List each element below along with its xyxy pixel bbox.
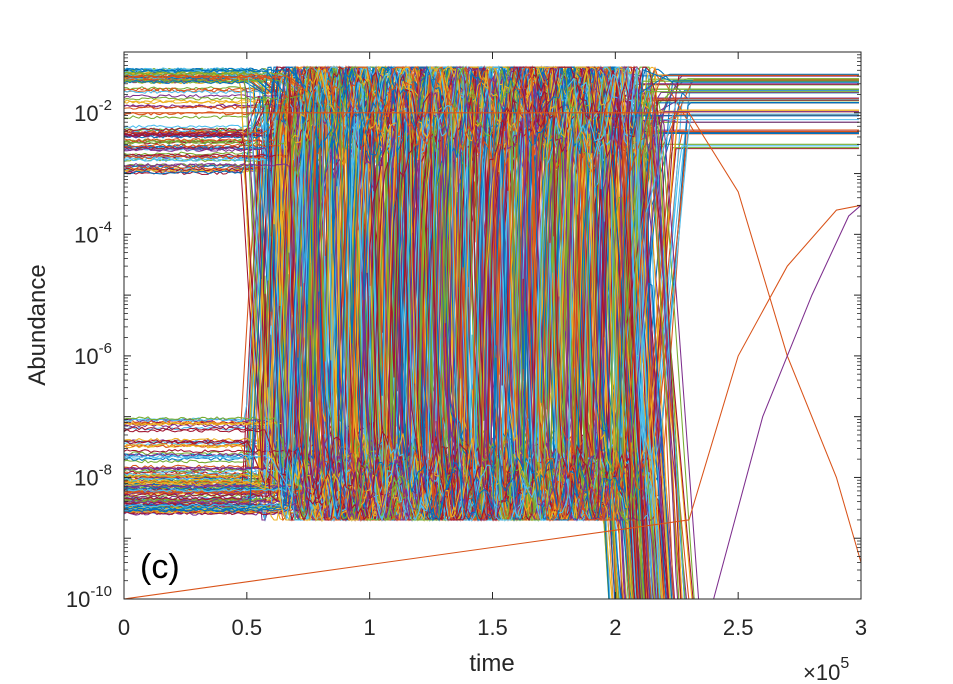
trajectory-line: [124, 65, 641, 599]
trajectory-line: [124, 66, 661, 599]
trajectory-line: [124, 66, 619, 599]
panel-label: (c): [140, 548, 180, 586]
trajectory-line: [124, 65, 859, 521]
highlighted-series-line: [124, 204, 861, 599]
trajectory-line: [124, 65, 859, 521]
y-tick-label: 10-6: [74, 340, 112, 369]
y-axis-title: Abundance: [24, 264, 51, 385]
trajectory-line: [124, 66, 647, 599]
trajectory-line: [124, 65, 859, 522]
trajectory-line: [124, 66, 645, 599]
x-tick-label: 1.5: [477, 615, 508, 640]
trajectory-line: [124, 65, 700, 599]
y-tick-base: 10: [74, 344, 98, 369]
trajectory-line: [124, 65, 654, 599]
trajectory-line: [124, 66, 643, 599]
trajectory-line: [124, 66, 649, 599]
highlighted-series-line: [124, 204, 861, 599]
trajectory-line: [124, 66, 636, 599]
x-tick-label: 1: [364, 615, 376, 640]
x-axis: 0 0.5 1 1.5 2 2.5 3: [118, 52, 867, 640]
trajectory-line: [124, 65, 859, 522]
x-multiplier-exponent: 5: [840, 655, 849, 672]
trajectory-line: [124, 65, 616, 599]
x-tick-label: 0: [118, 615, 130, 640]
y-tick-base: 10: [74, 465, 98, 490]
trajectory-line: [124, 66, 633, 599]
trajectory-line: [124, 66, 663, 599]
y-tick-base: 10: [74, 101, 98, 126]
trajectory-line: [124, 66, 657, 599]
trajectory-line: [124, 85, 660, 599]
trajectory-line: [124, 65, 859, 522]
y-tick-label: 10-8: [74, 461, 112, 490]
y-tick-label: 10-4: [74, 218, 112, 247]
trajectory-line: [124, 65, 661, 599]
y-tick-exponent: -2: [99, 97, 112, 114]
trajectory-line: [124, 65, 859, 522]
x-tick-label: 0.5: [232, 615, 263, 640]
highlighted-series-line: [124, 112, 861, 563]
y-tick-exponent: -4: [99, 218, 112, 235]
x-tick-label: 2.5: [723, 615, 754, 640]
series-layer: [124, 65, 861, 599]
trajectory-line: [124, 66, 686, 599]
trajectory-line: [124, 65, 859, 521]
x-tick-label: 2: [609, 615, 621, 640]
trajectory-line: [124, 65, 619, 599]
trajectory-line: [124, 65, 673, 599]
x-axis-title: time: [469, 650, 514, 677]
x-multiplier: ×105: [803, 655, 849, 684]
y-tick-base: 10: [74, 222, 98, 247]
trajectory-line: [124, 66, 627, 599]
trajectory-line: [124, 65, 859, 522]
trajectory-line: [124, 66, 679, 599]
y-tick-label: 10-2: [74, 97, 112, 126]
x-multiplier-base: ×10: [803, 660, 840, 684]
trajectory-line: [124, 66, 859, 521]
trajectory-line: [124, 65, 648, 599]
trajectory-line: [124, 66, 621, 599]
trajectory-line: [124, 66, 624, 599]
trajectory-line: [124, 65, 614, 599]
trajectory-line: [124, 66, 647, 599]
x-tick-label: 3: [855, 615, 867, 640]
y-tick-exponent: -6: [99, 340, 112, 357]
y-tick-exponent: -10: [90, 583, 112, 600]
y-tick-base: 10: [66, 587, 90, 612]
y-tick-label: 10-10: [66, 583, 112, 612]
y-tick-exponent: -8: [99, 461, 112, 478]
trajectory-line: [124, 66, 859, 521]
trajectory-line: [124, 66, 859, 521]
trajectory-line: [124, 66, 859, 521]
trajectory-line: [124, 66, 647, 599]
trajectory-line: [124, 66, 622, 599]
trajectory-line: [124, 66, 859, 516]
